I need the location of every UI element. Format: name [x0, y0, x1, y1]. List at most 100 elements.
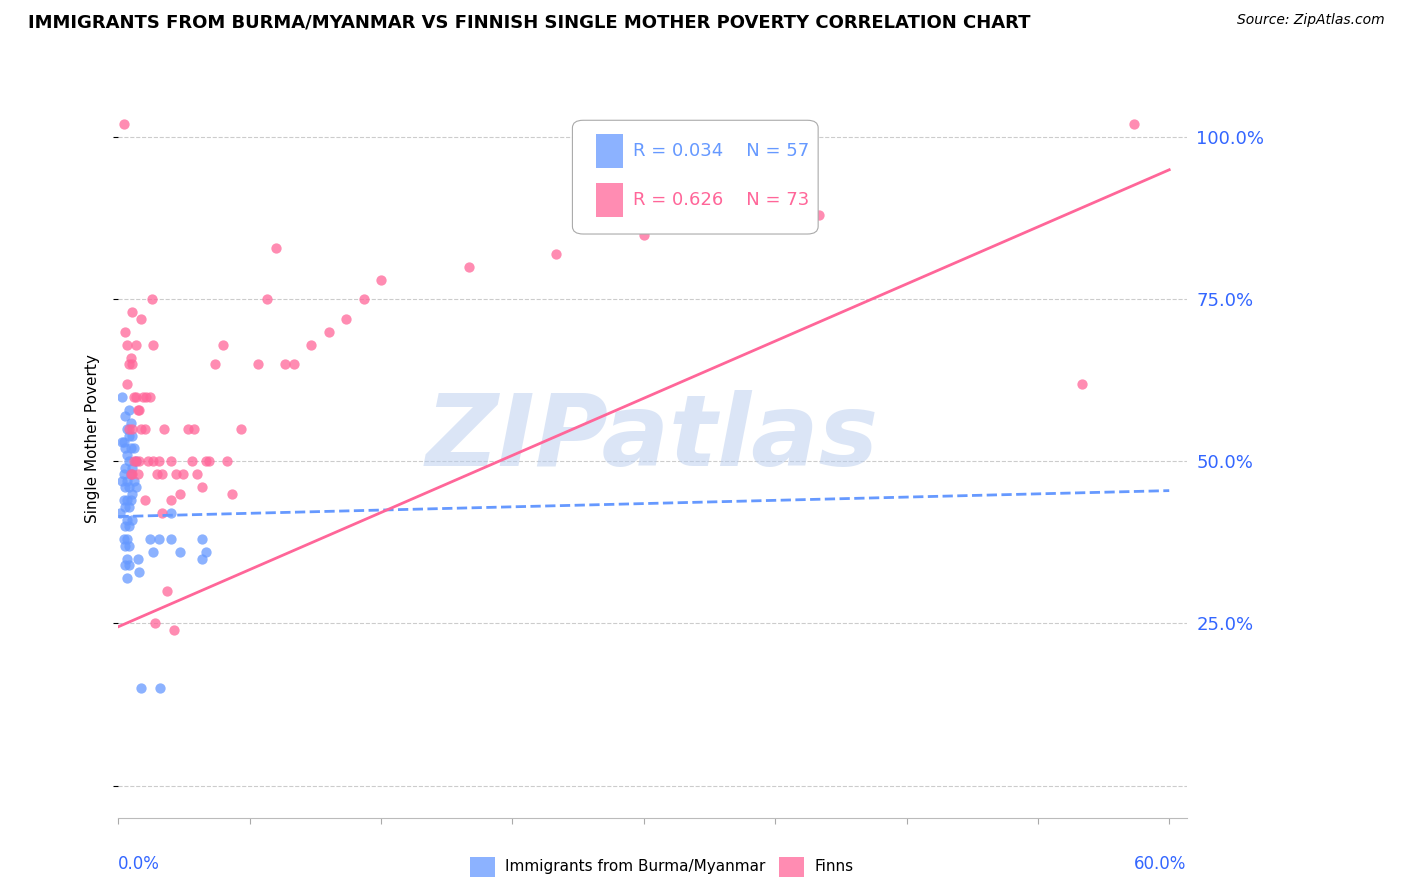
Point: [127, 467, 149, 482]
Text: IMMIGRANTS FROM BURMA/MYANMAR VS FINNISH SINGLE MOTHER POVERTY CORRELATION CHART: IMMIGRANTS FROM BURMA/MYANMAR VS FINNISH…: [28, 13, 1031, 31]
Text: 0.0%: 0.0%: [118, 855, 160, 873]
Point: [114, 558, 136, 573]
Point: [120, 416, 142, 430]
Point: [136, 454, 159, 468]
Point: [127, 402, 149, 417]
Point: [180, 454, 202, 468]
Point: [121, 428, 143, 442]
Point: [633, 227, 655, 242]
Point: [135, 390, 157, 404]
Point: [114, 500, 136, 514]
Point: [120, 442, 142, 456]
Text: R = 0.034    N = 57: R = 0.034 N = 57: [633, 142, 810, 160]
Point: [127, 551, 149, 566]
Point: [125, 454, 148, 468]
Bar: [596, 134, 623, 168]
Point: [112, 467, 135, 482]
Point: [125, 480, 148, 494]
Point: [120, 351, 142, 365]
Point: [121, 357, 143, 371]
Point: [128, 402, 150, 417]
Point: [150, 467, 173, 482]
Point: [112, 117, 135, 131]
Point: [134, 422, 156, 436]
Point: [177, 422, 200, 436]
Point: [118, 454, 141, 468]
Point: [121, 487, 143, 501]
Point: [118, 428, 141, 442]
Point: [115, 448, 138, 462]
Point: [120, 467, 142, 482]
Point: [353, 293, 375, 307]
Point: [229, 422, 252, 436]
Point: [108, 506, 131, 520]
Point: [247, 357, 270, 371]
Point: [134, 493, 156, 508]
Text: 60.0%: 60.0%: [1135, 855, 1187, 873]
Point: [191, 533, 214, 547]
Point: [111, 390, 134, 404]
Point: [118, 480, 141, 494]
Point: [114, 480, 136, 494]
Point: [146, 467, 169, 482]
Point: [1070, 376, 1092, 391]
Point: [153, 422, 176, 436]
Point: [169, 487, 191, 501]
Point: [132, 390, 155, 404]
Point: [283, 357, 305, 371]
Point: [129, 422, 152, 436]
Point: [256, 293, 278, 307]
Point: [186, 467, 208, 482]
Point: [114, 325, 136, 339]
Point: [114, 519, 136, 533]
Point: [115, 571, 138, 585]
Point: [139, 390, 162, 404]
Point: [194, 454, 217, 468]
Point: [111, 474, 134, 488]
Point: [172, 467, 194, 482]
Point: [125, 338, 148, 352]
Point: [156, 584, 179, 599]
Point: [120, 493, 142, 508]
Point: [191, 551, 214, 566]
Text: R = 0.626    N = 73: R = 0.626 N = 73: [633, 191, 810, 210]
Point: [129, 681, 152, 696]
Text: Immigrants from Burma/Myanmar: Immigrants from Burma/Myanmar: [505, 860, 765, 874]
Point: [274, 357, 297, 371]
Point: [115, 533, 138, 547]
Text: Finns: Finns: [814, 860, 853, 874]
Point: [148, 454, 170, 468]
Point: [264, 241, 287, 255]
Point: [121, 513, 143, 527]
Point: [160, 506, 183, 520]
Point: [318, 325, 340, 339]
Point: [198, 454, 221, 468]
Point: [128, 565, 150, 579]
Point: [118, 422, 141, 436]
Point: [194, 545, 217, 559]
Point: [142, 545, 165, 559]
Point: [148, 533, 170, 547]
Point: [128, 454, 150, 468]
Y-axis label: Single Mother Poverty: Single Mother Poverty: [86, 354, 100, 524]
Point: [118, 357, 141, 371]
Point: [118, 558, 141, 573]
Point: [114, 461, 136, 475]
Point: [1123, 117, 1146, 131]
Point: [115, 551, 138, 566]
Point: [112, 493, 135, 508]
Point: [142, 338, 165, 352]
Point: [115, 513, 138, 527]
Point: [111, 435, 134, 450]
FancyBboxPatch shape: [572, 120, 818, 234]
Point: [118, 500, 141, 514]
Point: [139, 533, 162, 547]
Point: [191, 480, 214, 494]
Point: [546, 247, 568, 261]
Point: [122, 474, 145, 488]
Point: [149, 681, 172, 696]
Text: Source: ZipAtlas.com: Source: ZipAtlas.com: [1237, 13, 1385, 28]
Point: [118, 539, 141, 553]
Point: [125, 454, 148, 468]
Point: [115, 422, 138, 436]
